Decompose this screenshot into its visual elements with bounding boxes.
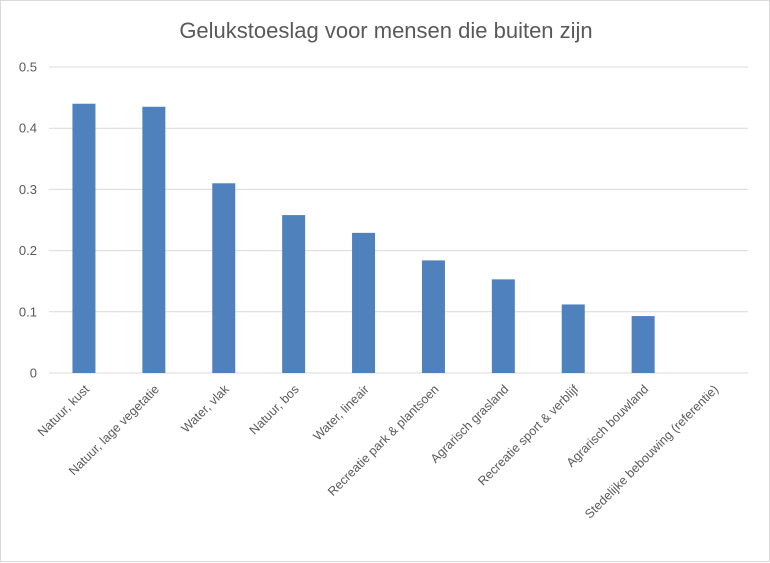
bar [631,316,655,373]
bar [491,279,515,373]
bar [142,106,166,373]
x-tick-label: Water, lineair [311,382,372,443]
y-tick-label: 0.2 [19,243,37,258]
x-tick-label: Agrarisch grasland [428,382,512,466]
bar [352,232,376,373]
bar [282,215,306,373]
x-tick-label: Natuur, kust [35,382,92,439]
bar [212,183,236,373]
x-tick-label: Water, vlak [179,382,233,436]
x-tick-label: Recreatie park & plantsoen [325,382,442,499]
bar [72,103,96,373]
bars [72,103,655,373]
x-tick-label: Natuur, bos [247,382,302,437]
y-tick-label: 0.4 [19,121,37,136]
bar [421,260,445,373]
gridlines [49,66,748,374]
x-tick-label: Stedelijke bebouwing (referentie) [582,382,721,521]
y-axis-tick-labels: 0 0.1 0.2 0.3 0.4 0.5 [19,60,37,381]
y-tick-label: 0 [30,366,37,381]
y-tick-label: 0.3 [19,182,37,197]
y-tick-label: 0.1 [19,304,37,319]
bar [561,304,585,373]
y-tick-label: 0.5 [19,60,37,75]
chart-title: Gelukstoeslag voor mensen die buiten zij… [179,18,592,43]
